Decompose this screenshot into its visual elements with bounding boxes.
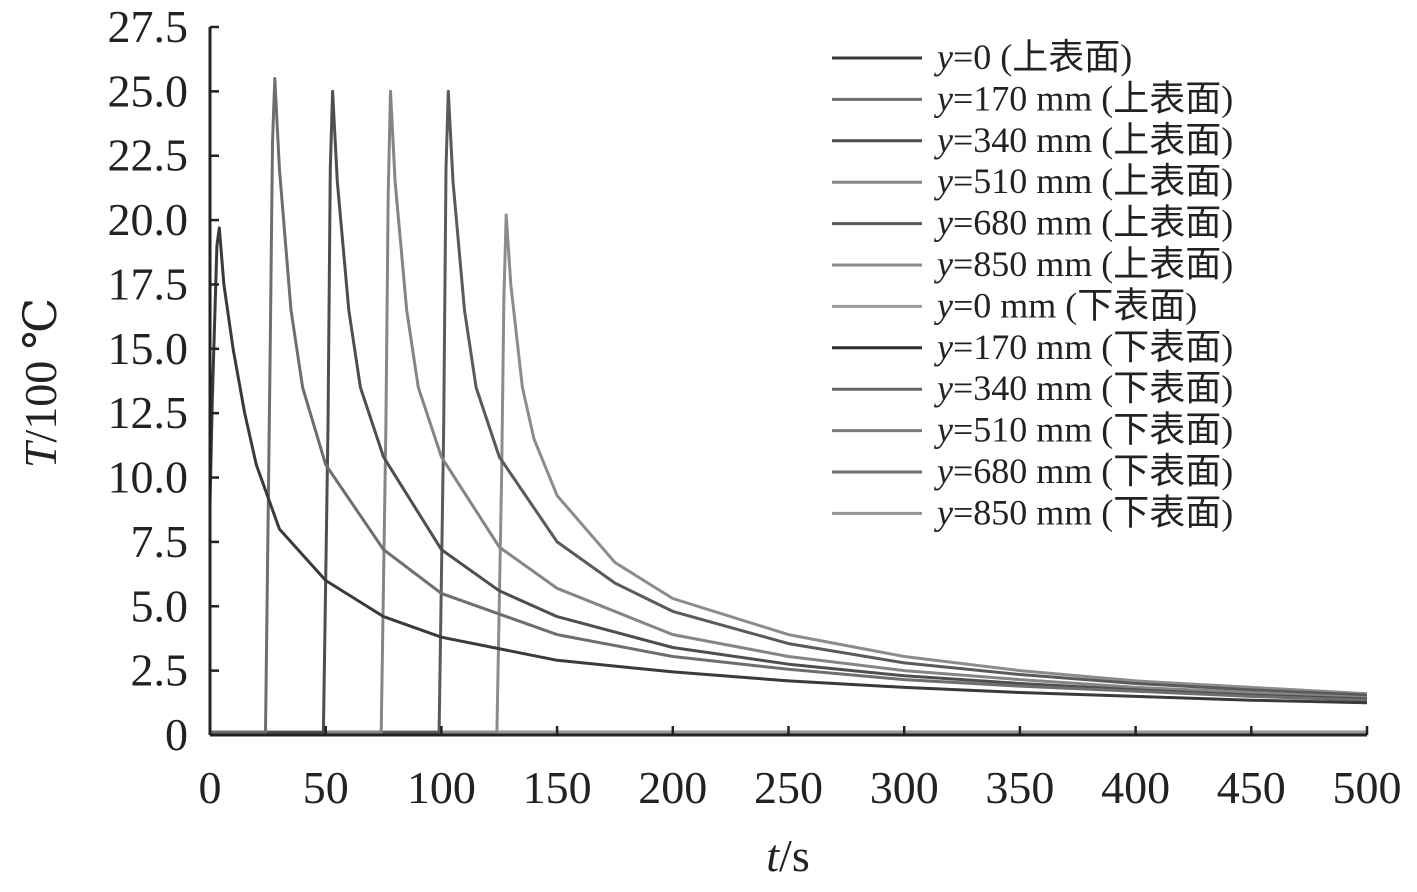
legend-label: y=0 mm (下表面) [934,285,1197,325]
y-axis-unit: /100 ℃ [15,298,66,443]
x-tick-label: 500 [1333,762,1402,813]
y-tick-label: 5.0 [131,580,189,631]
x-tick-label: 50 [303,762,349,813]
x-tick-label: 400 [1101,762,1170,813]
legend-item: y=170 mm (上表面) [832,78,1233,118]
y-tick-label: 17.5 [108,258,189,309]
x-tick-label: 150 [523,762,592,813]
y-tick-label: 27.5 [108,1,189,52]
series-line-3 [210,89,1368,734]
legend-label: y=340 mm (下表面) [934,368,1233,408]
legend-item: y=850 mm (下表面) [832,492,1233,532]
x-axis-unit: /s [779,830,810,881]
series-line-2 [210,77,1368,734]
y-tick-label: 12.5 [108,387,189,438]
x-tick-label: 0 [199,762,222,813]
x-tick-label: 450 [1217,762,1286,813]
legend-label: y=510 mm (下表面) [934,410,1233,450]
x-axis-variable: t [766,830,780,881]
legend-item: y=680 mm (下表面) [832,451,1233,491]
legend-item: y=850 mm (上表面) [832,244,1233,284]
x-tick-label: 250 [754,762,823,813]
y-tick-label: 10.0 [108,452,189,503]
legend-label: y=850 mm (上表面) [934,244,1233,284]
y-tick-label: 15.0 [108,323,189,374]
legend-item: y=170 mm (下表面) [832,327,1233,367]
x-tick-label: 200 [638,762,707,813]
y-tick-label: 20.0 [108,194,189,245]
y-tick-label: 0 [165,709,188,760]
legend-item: y=0 mm (下表面) [832,285,1197,325]
y-tick-label: 7.5 [131,516,189,567]
legend-item: y=0 (上表面) [832,37,1132,77]
y-tick-label: 2.5 [131,645,189,696]
x-tick-label: 300 [870,762,939,813]
x-tick-label: 100 [407,762,476,813]
legend-item: y=340 mm (下表面) [832,368,1233,408]
legend-label: y=170 mm (下表面) [934,327,1233,367]
legend-label: y=850 mm (下表面) [934,492,1233,532]
legend-label: y=340 mm (上表面) [934,120,1233,160]
legend-label: y=680 mm (上表面) [934,203,1233,243]
x-axis-title: t/s [766,830,809,881]
legend-item: y=510 mm (下表面) [832,410,1233,450]
y-tick-label: 22.5 [108,130,189,181]
y-ticks: 0 2.5 5.0 7.5 10.0 12.5 15.0 17.5 20.0 22.5 25.0 27… [108,1,219,760]
legend-label: y=510 mm (上表面) [934,161,1233,201]
series-line-1 [208,226,1368,705]
y-tick-label: 25.0 [108,65,189,116]
legend-label: y=0 (上表面) [934,37,1132,77]
x-tick-label: 350 [985,762,1054,813]
legend: y=0 (上表面)y=170 mm (上表面)y=340 mm (上表面)y=5… [832,37,1233,532]
legend-item: y=680 mm (上表面) [832,203,1233,243]
y-axis-variable: T [15,439,66,468]
series-line-5 [210,89,1368,734]
x-ticks: 0 50 100 150 200 250 300 350 400 450 500 [199,726,1402,813]
legend-item: y=340 mm (上表面) [832,120,1233,160]
y-axis-title: T/100 ℃ [15,298,66,468]
series-line-4 [210,89,1368,734]
legend-label: y=170 mm (上表面) [934,78,1233,118]
legend-label: y=680 mm (下表面) [934,451,1233,491]
legend-item: y=510 mm (上表面) [832,161,1233,201]
series-line-6 [210,213,1368,734]
